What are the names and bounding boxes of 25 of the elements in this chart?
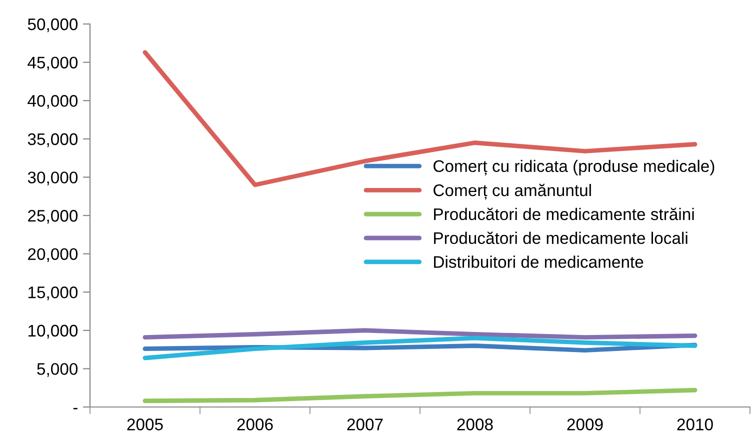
line-series: [142, 328, 698, 340]
x-tick-label: 2010: [677, 418, 713, 430]
x-tick-label: 2005: [127, 418, 163, 430]
legend-label: Comerț cu amănuntul: [434, 184, 591, 200]
y-tick-label: 25,000: [28, 210, 78, 224]
legend-label: Producători de medicamente locali: [434, 232, 688, 244]
y-tick-label: 5,000: [37, 363, 78, 377]
y-tick-label: 10,000: [28, 324, 78, 339]
line-series: [142, 388, 698, 404]
y-tick-label: 50,000: [28, 18, 78, 32]
y-tick-label: 15,000: [28, 286, 78, 300]
y-tick-label: 40,000: [28, 95, 78, 109]
line-series: [142, 336, 698, 360]
y-tick-label: 45,000: [28, 56, 78, 70]
x-tick-label: 2007: [347, 418, 383, 430]
legend-label: Distribuitori de medicamente: [434, 256, 644, 268]
y-tick-label: -: [73, 408, 78, 410]
legend-label: Comerț cu ridicata (produse medicale): [434, 160, 714, 176]
x-tick-label: 2009: [567, 418, 603, 430]
y-tick-label: 20,000: [28, 248, 78, 262]
y-tick-label: 30,000: [28, 172, 78, 186]
x-tick-label: 2006: [237, 418, 273, 430]
legend-label: Producători de medicamente străini: [434, 208, 694, 220]
x-tick-label: 2008: [457, 418, 493, 430]
y-tick-label: 35,000: [28, 133, 78, 148]
